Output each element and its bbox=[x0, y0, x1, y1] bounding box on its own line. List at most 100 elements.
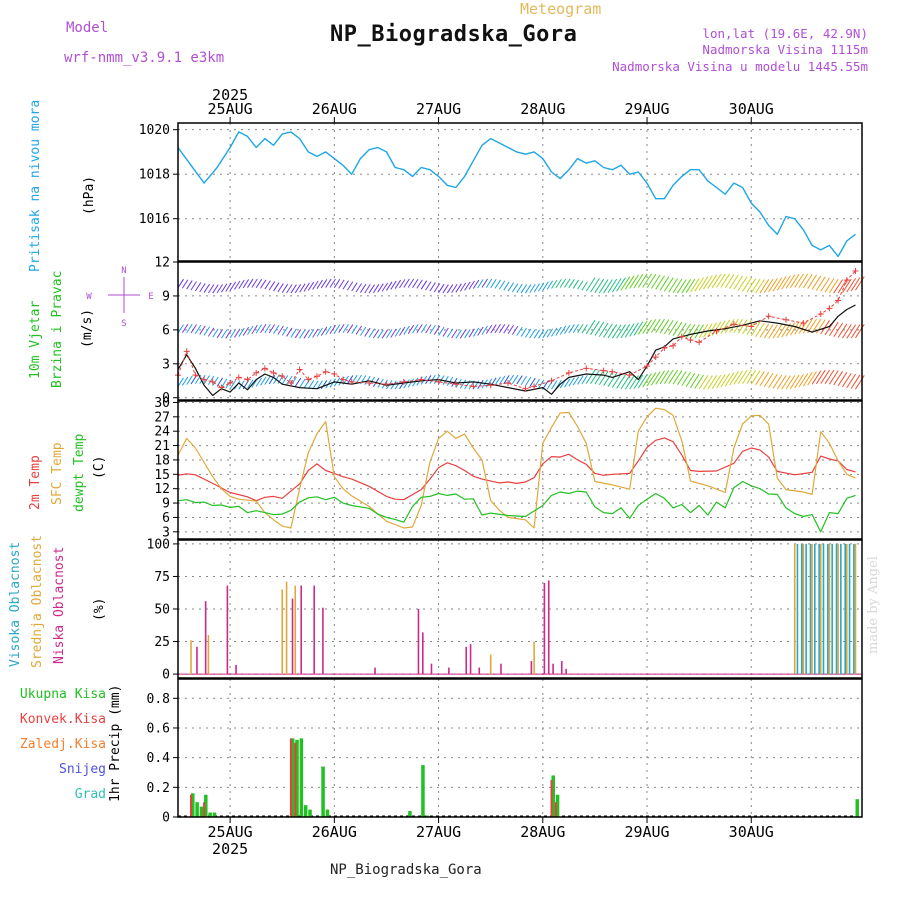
precip-bar-total bbox=[555, 794, 560, 817]
wind-barb bbox=[707, 322, 718, 337]
wind-barb bbox=[663, 277, 674, 292]
wind-barb bbox=[538, 329, 545, 339]
wind-barb bbox=[776, 323, 787, 339]
wind-barb bbox=[724, 319, 735, 334]
wind-barb bbox=[690, 278, 700, 293]
wind-barb bbox=[299, 378, 306, 388]
wind-barb bbox=[212, 328, 219, 338]
wind-barb bbox=[807, 274, 817, 289]
gust-marker bbox=[261, 365, 268, 372]
wind-barb bbox=[359, 283, 367, 293]
wind-barb bbox=[247, 379, 254, 389]
wind-barb bbox=[846, 373, 857, 389]
precip-bar-total bbox=[195, 802, 199, 817]
y-tick-label: 12 bbox=[154, 482, 170, 497]
wind-barb bbox=[342, 280, 349, 290]
wind-barb bbox=[407, 278, 415, 288]
wind-barb bbox=[238, 327, 245, 337]
wind-barb bbox=[650, 371, 661, 386]
meteogram-label: Meteogram bbox=[520, 0, 602, 18]
y-tick-label: 50 bbox=[154, 603, 170, 618]
wind-barb bbox=[564, 378, 571, 388]
gust-marker bbox=[313, 373, 320, 380]
wind-barb bbox=[620, 324, 631, 339]
wind-barb bbox=[789, 273, 800, 289]
wind-barb bbox=[503, 324, 510, 334]
wind-barb bbox=[577, 323, 584, 334]
wind-barb bbox=[829, 278, 839, 294]
wind-barb bbox=[346, 324, 354, 334]
wind-barb bbox=[290, 284, 297, 294]
wind-barb bbox=[390, 280, 397, 290]
wind-barb bbox=[511, 374, 519, 384]
wind-barb bbox=[346, 375, 354, 385]
wind-barb bbox=[685, 324, 696, 339]
wind-barb bbox=[255, 377, 263, 387]
wind-barb bbox=[299, 283, 306, 293]
wind-barb bbox=[603, 371, 613, 386]
gust-marker bbox=[322, 368, 329, 375]
temp-line-2m-temp bbox=[177, 437, 856, 502]
wind-barb bbox=[603, 279, 613, 294]
wind-barb bbox=[729, 274, 739, 289]
wind-barb bbox=[307, 281, 315, 291]
wind-barb bbox=[399, 279, 406, 289]
precip-bar-conv bbox=[554, 802, 557, 817]
wind-barb bbox=[711, 273, 722, 289]
wind-barb bbox=[212, 376, 219, 386]
wind-barb bbox=[368, 328, 376, 338]
wind-barb bbox=[333, 278, 341, 289]
wind-barb bbox=[837, 323, 848, 338]
wind-barb bbox=[373, 329, 380, 339]
wind-barb bbox=[681, 279, 691, 294]
wind-barb bbox=[438, 326, 445, 336]
wind-barb bbox=[737, 319, 748, 334]
model-label: Model bbox=[66, 20, 109, 36]
gust-marker bbox=[817, 311, 824, 318]
wind-barb bbox=[247, 325, 254, 335]
wind-barb bbox=[542, 329, 549, 339]
pressure-unit: (hPa) bbox=[82, 175, 97, 215]
wind-barb bbox=[707, 274, 718, 289]
wind-barb bbox=[642, 319, 652, 334]
wind-barb bbox=[320, 380, 328, 390]
gust-marker bbox=[730, 321, 737, 328]
gust-marker bbox=[209, 378, 216, 385]
gust-marker bbox=[487, 382, 494, 389]
wind-barb bbox=[264, 323, 271, 333]
wind-barb bbox=[255, 324, 263, 334]
gust-marker bbox=[348, 378, 355, 385]
wind-barb bbox=[229, 380, 237, 390]
wind-barb bbox=[503, 281, 510, 291]
wind-unit: (m/s) bbox=[80, 308, 95, 348]
gust-marker bbox=[279, 373, 286, 380]
wind-barb bbox=[668, 320, 678, 335]
y-tick-label: 0 bbox=[162, 811, 170, 826]
wind-barb bbox=[811, 370, 822, 385]
y-tick-label: 9 bbox=[162, 289, 170, 304]
wind-barb bbox=[516, 326, 523, 336]
wind-barb bbox=[468, 328, 475, 338]
wind-barb bbox=[181, 279, 189, 289]
wind-barb bbox=[802, 372, 813, 387]
wind-barb bbox=[477, 326, 484, 336]
wind-barb bbox=[855, 276, 865, 291]
cloud-mid-label: Srednja Oblacnost bbox=[30, 534, 45, 668]
wind-barb bbox=[190, 281, 197, 291]
y-tick-label: 1016 bbox=[139, 212, 170, 227]
wind-barb bbox=[733, 275, 744, 290]
wind-barb bbox=[242, 279, 250, 289]
gust-marker bbox=[244, 376, 251, 383]
wind-barb bbox=[663, 319, 674, 335]
wind-barb bbox=[642, 373, 652, 388]
gust-marker bbox=[661, 344, 668, 351]
y-tick-label: 0 bbox=[162, 668, 170, 683]
wind-barb bbox=[755, 371, 765, 386]
compass-w: W bbox=[86, 292, 92, 302]
wind-barb bbox=[316, 327, 323, 337]
wind-barb bbox=[590, 369, 600, 384]
wind-barb bbox=[338, 279, 345, 289]
wind-barb bbox=[677, 279, 687, 294]
wind-barb bbox=[490, 324, 497, 334]
wind-barb bbox=[794, 374, 804, 389]
